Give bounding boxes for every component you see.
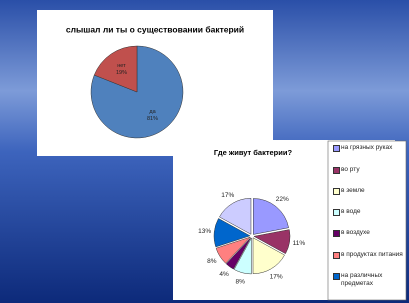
legend-swatch [333, 209, 340, 216]
legend-swatch [333, 230, 340, 237]
data-label: 8% [207, 258, 217, 265]
legend-label: в продуктах питания [341, 251, 405, 259]
category-label: да [149, 109, 156, 115]
category-label: нет [117, 63, 126, 69]
legend-label: в воздухе [341, 229, 405, 237]
data-label: 11% [293, 240, 306, 247]
legend-label: в воде [341, 208, 405, 216]
legend-swatch [333, 145, 340, 152]
data-label: 81% [147, 116, 158, 122]
data-label: 19% [116, 70, 127, 76]
data-label: 17% [270, 274, 283, 281]
legend-swatch [333, 252, 340, 259]
legend-label: в земле [341, 187, 405, 195]
chart-title: слышал ли ты о существовании бактерий [66, 24, 244, 34]
legend-swatch [333, 167, 340, 174]
legend-swatch [333, 188, 340, 195]
data-label: 13% [198, 228, 211, 235]
data-label: 17% [221, 192, 234, 199]
legend-label: на различных предметах [341, 272, 405, 288]
data-label: 22% [276, 196, 289, 203]
legend-swatch [333, 273, 340, 280]
data-label: 8% [235, 279, 245, 286]
slide: слышал ли ты о существовании бактерий Гд… [0, 0, 409, 303]
legend-label: во рту [341, 166, 405, 174]
data-label: 4% [219, 271, 229, 278]
legend-label: на грязных руках [341, 144, 405, 152]
chart-title: Где живут бактерии? [214, 148, 293, 157]
